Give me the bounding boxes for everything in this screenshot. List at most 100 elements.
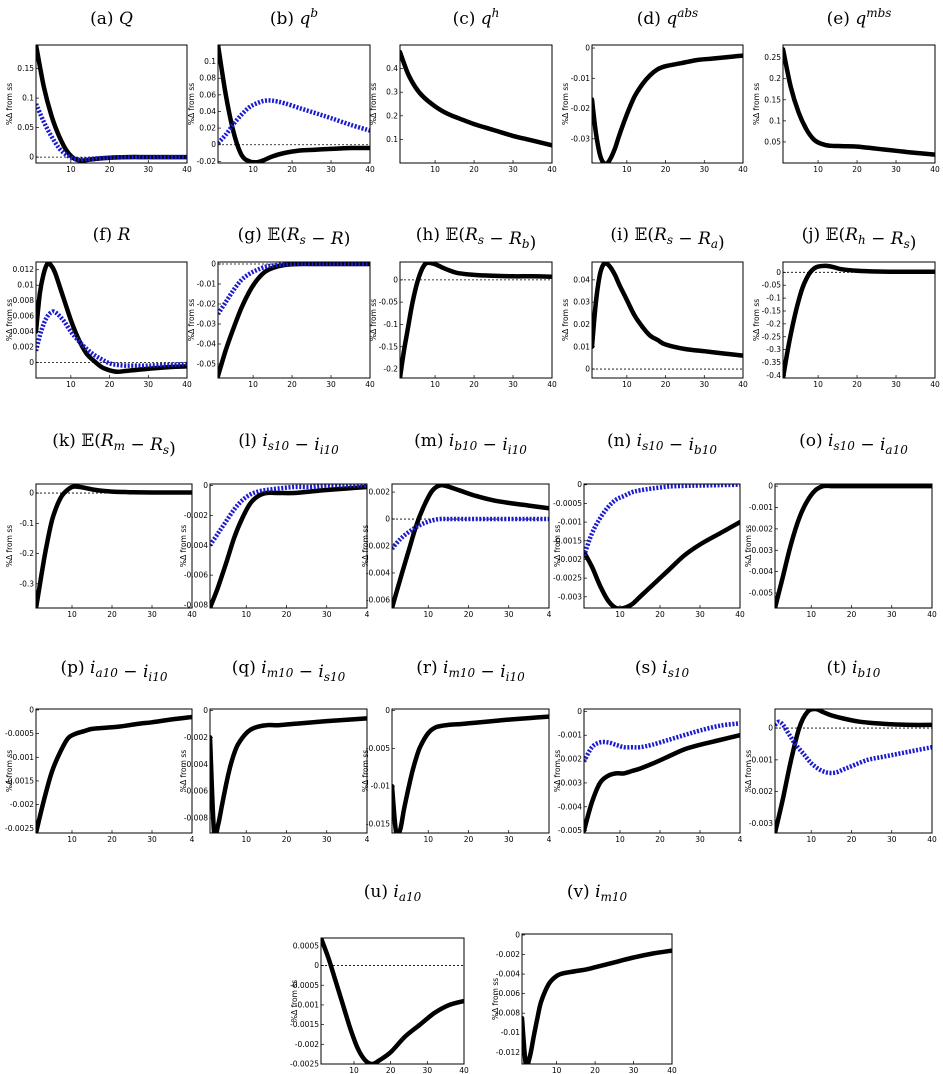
x-tick-label: 10: [66, 165, 76, 174]
x-tick-label: 30: [504, 835, 514, 844]
panel-title-g: (g) 𝔼(Rs − R): [238, 225, 351, 249]
y-tick-label: -0.05: [379, 298, 399, 307]
x-tick-label: 10: [622, 165, 632, 174]
axes-frame-s: [583, 708, 741, 834]
axes-frame-m: [391, 483, 550, 609]
x-tick-label: 10: [430, 165, 440, 174]
series-s-dotted: [584, 721, 740, 763]
y-tick-label: 0: [211, 260, 216, 269]
x-tick-label: 30: [508, 165, 518, 174]
y-tick-label: -0.004: [366, 568, 390, 577]
axes-frame-h: [399, 261, 553, 379]
x-tick-label: 30: [629, 1066, 639, 1074]
y-tick-label: 0.02: [199, 124, 216, 133]
y-tick-label: -0.002: [184, 511, 208, 520]
series-u-solid: [321, 938, 464, 1064]
x-tick-label: 30: [887, 835, 897, 844]
y-tick-label: 0: [577, 707, 582, 716]
x-tick-label: 30: [700, 380, 710, 389]
y-tick-label: 0: [385, 706, 390, 715]
panel-title-j: (j) 𝔼(Rh − Rs): [802, 225, 917, 253]
y-tick-label: -0.006: [366, 595, 390, 604]
panel-title-t: (t) ib10: [827, 658, 881, 680]
y-tick-label: -0.005: [749, 589, 773, 598]
y-tick-label: -0.002: [366, 542, 390, 551]
panel-b: (b) qb 10 20 30 40 -0.02 0 0.02 0.04 0.06 0.08 0.1%…: [187, 6, 375, 174]
y-tick-label: 0: [314, 961, 319, 970]
x-tick-label: 10: [248, 380, 258, 389]
y-tick-label: -0.0015: [290, 1020, 319, 1029]
y-tick-label: -0.004: [558, 802, 582, 811]
panel-title-n: (n) is10 − ib10: [607, 431, 717, 457]
y-axis-label: %Δ from ss: [187, 299, 196, 341]
x-tick-label: 30: [144, 165, 154, 174]
x-tick-label: 10: [615, 610, 625, 619]
series-l-dotted: [210, 484, 367, 547]
y-tick-label: 0.15: [764, 95, 781, 104]
x-tick-label: 30: [147, 610, 157, 619]
y-tick-label: 0.3: [386, 88, 398, 97]
y-tick-label: -0.002: [496, 950, 520, 959]
y-axis-label: %Δ from ss: [5, 299, 14, 341]
y-tick-label: 0.04: [199, 107, 216, 116]
y-tick-label: 0.0005: [293, 941, 319, 950]
x-tick-label: 20: [852, 380, 862, 389]
y-tick-label: 0: [29, 705, 34, 714]
x-tick-label: 4: [738, 835, 743, 844]
y-tick-label: 0.1: [386, 135, 398, 144]
y-tick-label: 0.1: [769, 116, 781, 125]
x-tick-label: 40: [735, 610, 745, 619]
x-tick-label: 30: [144, 380, 154, 389]
y-tick-label: -0.001: [558, 731, 582, 740]
x-tick-label: 20: [655, 835, 665, 844]
y-tick-label: -0.02: [571, 104, 591, 113]
series-r-solid: [392, 714, 549, 833]
x-tick-label: 30: [887, 610, 897, 619]
y-axis-label: %Δ from ss: [179, 750, 188, 792]
x-tick-label: 40: [930, 165, 940, 174]
x-tick-label: 30: [326, 165, 336, 174]
axes-frame-n: [583, 483, 741, 609]
x-tick-label: 40: [459, 1066, 469, 1074]
x-tick-label: 10: [813, 380, 823, 389]
panel-t: (t) ib10 10 20 30 40 -0.003 -0.002 -0.001 0 %Δ fr…: [744, 658, 937, 844]
panel-o: (o) is10 − ia10 10 20 30 40 -0.005 -0.004 -0.00…: [744, 431, 937, 619]
x-tick-label: 20: [107, 835, 117, 844]
y-tick-label: -0.003: [749, 546, 773, 555]
axes-frame-l: [209, 483, 368, 609]
panel-title-q: (q) im10 − is10: [232, 658, 346, 684]
y-tick-label: -0.001: [295, 1000, 319, 1009]
panel-d: (d) qabs 10 20 30 40 -0.03 -0.02 -0.01 0 %Δ from …: [561, 6, 748, 174]
axes-frame-e: [782, 44, 936, 164]
axes-frame-p: [35, 708, 193, 834]
y-tick-label: 0.08: [199, 74, 216, 83]
y-tick-label: -0.008: [496, 1009, 520, 1018]
x-tick-label: 4: [190, 835, 195, 844]
y-tick-label: -0.0005: [5, 729, 34, 738]
x-tick-label: 20: [287, 165, 297, 174]
y-tick-label: -0.006: [496, 989, 520, 998]
series-a-dotted: [36, 103, 187, 162]
axes-frame-a: [35, 44, 188, 164]
panel-h: (h) 𝔼(Rs − Rb) 10 20 30 40 -0.2 -0.15 -0.1 -0.05…: [369, 225, 557, 389]
panel-e: (e) qmbs 10 20 30 40 0.05 0.1 0.15 0.2 0.25 %Δ fro…: [752, 6, 940, 174]
axes-frame-o: [774, 483, 933, 609]
series-e-solid: [783, 46, 935, 157]
x-tick-label: 20: [282, 610, 292, 619]
x-tick-label: 40: [182, 165, 192, 174]
y-axis-label: %Δ from ss: [5, 83, 14, 125]
axes-frame-d: [591, 44, 744, 164]
y-tick-label: -0.4: [766, 371, 781, 380]
x-tick-label: 40: [365, 165, 375, 174]
y-tick-label: -0.2: [19, 549, 34, 558]
x-tick-label: 40: [927, 610, 937, 619]
x-tick-label: 10: [248, 165, 258, 174]
x-tick-label: 20: [655, 610, 665, 619]
x-tick-label: 20: [105, 165, 115, 174]
y-tick-label: -0.012: [496, 1048, 520, 1057]
x-tick-label: 30: [322, 610, 332, 619]
y-tick-label: -0.004: [184, 541, 208, 550]
panel-g: (g) 𝔼(Rs − R) 10 20 30 40 -0.05 -0.04 -0.03 -0.0…: [187, 225, 375, 389]
y-axis-label: %Δ from ss: [369, 83, 378, 125]
